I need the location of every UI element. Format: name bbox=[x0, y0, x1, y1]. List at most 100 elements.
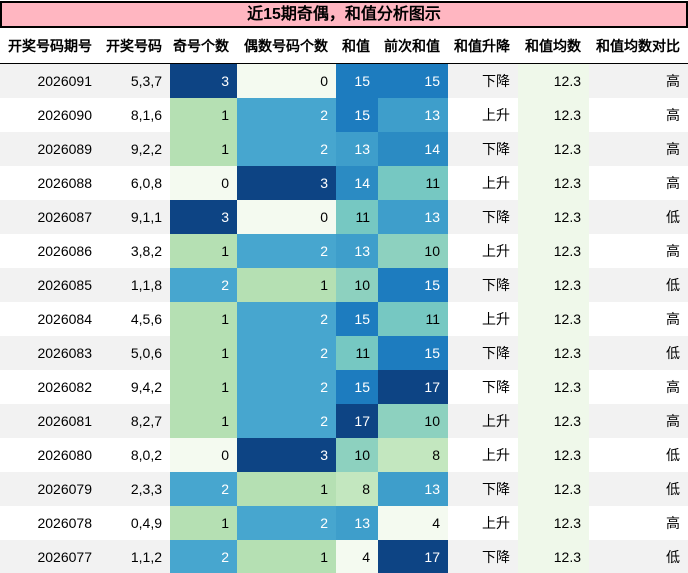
cell-avg: 12.3 bbox=[518, 438, 589, 472]
cell-period: 2026083 bbox=[0, 336, 100, 370]
cell-even-count: 2 bbox=[237, 132, 336, 166]
cell-odd-count: 0 bbox=[170, 438, 237, 472]
cell-numbers: 6,0,8 bbox=[130, 175, 162, 191]
cell-trend: 下降 bbox=[448, 200, 518, 234]
cell-period: 2026084 bbox=[37, 311, 92, 327]
cell-avg: 12.3 bbox=[518, 302, 589, 336]
analysis-table: 开奖号码期号 开奖号码 奇号个数 偶数号码个数 和值 前次和值 和值升降 和值均数 和值均数对比… bbox=[0, 28, 688, 573]
table-row: 2026084 4,5,6 1 2 15 11 上升 12.3 高 bbox=[0, 302, 688, 336]
column-header-4: 偶数号码个数 bbox=[237, 28, 336, 64]
cell-numbers: 8,0,2 bbox=[130, 447, 162, 463]
cell-avg: 12.3 bbox=[518, 98, 589, 132]
table-row: 2026086 3,8,2 1 2 13 10 上升 12.3 高 bbox=[0, 234, 688, 268]
cell-trend: 下降 bbox=[448, 268, 518, 302]
cell-numbers: 1,1,8 bbox=[100, 268, 170, 302]
cell-even-count: 1 bbox=[237, 472, 336, 506]
cell-avg: 12.3 bbox=[518, 132, 589, 166]
cell-numbers: 8,1,6 bbox=[130, 107, 162, 123]
cell-prev-sum: 15 bbox=[378, 336, 448, 370]
cell-odd-count: 1 bbox=[170, 506, 237, 540]
cell-sum: 17 bbox=[336, 404, 378, 438]
column-header-6: 前次和值 bbox=[378, 28, 448, 64]
cell-even-count: 3 bbox=[237, 438, 336, 472]
cell-numbers: 4,5,6 bbox=[130, 311, 162, 327]
column-header-9: 和值均数对比 bbox=[589, 28, 688, 64]
cell-sum: 10 bbox=[336, 438, 378, 472]
table-row: 2026091 5,3,7 3 0 15 15 下降 12.3 高 bbox=[0, 63, 688, 98]
cell-period: 2026078 bbox=[37, 515, 92, 531]
cell-trend: 下降 bbox=[448, 336, 518, 370]
cell-prev-sum: 15 bbox=[378, 268, 448, 302]
cell-prev-sum: 4 bbox=[378, 506, 448, 540]
cell-period: 2026082 bbox=[37, 379, 92, 395]
cell-prev-sum: 10 bbox=[378, 234, 448, 268]
cell-period: 2026085 bbox=[0, 268, 100, 302]
cell-even-count: 2 bbox=[237, 336, 336, 370]
cell-prev-sum: 13 bbox=[378, 472, 448, 506]
cell-sum: 15 bbox=[336, 302, 378, 336]
cell-avg-compare: 低 bbox=[589, 472, 688, 506]
cell-odd-count: 1 bbox=[170, 234, 237, 268]
table-row: 2026083 5,0,6 1 2 11 15 下降 12.3 低 bbox=[0, 336, 688, 370]
cell-trend: 上升 bbox=[482, 243, 510, 259]
cell-avg: 12.3 bbox=[518, 540, 589, 573]
cell-even-count: 2 bbox=[237, 370, 336, 404]
cell-prev-sum: 13 bbox=[378, 200, 448, 234]
column-header-8: 和值均数 bbox=[518, 28, 589, 64]
column-header-7: 和值升降 bbox=[448, 28, 518, 64]
cell-prev-sum: 13 bbox=[378, 98, 448, 132]
cell-avg-compare: 高 bbox=[666, 379, 680, 395]
cell-even-count: 2 bbox=[237, 506, 336, 540]
cell-trend: 上升 bbox=[482, 447, 510, 463]
cell-sum: 13 bbox=[336, 234, 378, 268]
cell-prev-sum: 10 bbox=[378, 404, 448, 438]
cell-numbers: 9,1,1 bbox=[100, 200, 170, 234]
cell-trend: 下降 bbox=[448, 472, 518, 506]
cell-odd-count: 2 bbox=[170, 472, 237, 506]
cell-odd-count: 1 bbox=[170, 370, 237, 404]
cell-even-count: 1 bbox=[237, 268, 336, 302]
table-row: 2026090 8,1,6 1 2 15 13 上升 12.3 高 bbox=[0, 98, 688, 132]
cell-prev-sum: 17 bbox=[378, 370, 448, 404]
cell-trend: 下降 bbox=[448, 63, 518, 98]
cell-avg: 12.3 bbox=[518, 234, 589, 268]
cell-numbers: 9,2,2 bbox=[100, 132, 170, 166]
cell-avg: 12.3 bbox=[518, 506, 589, 540]
cell-even-count: 1 bbox=[237, 540, 336, 573]
cell-sum: 8 bbox=[336, 472, 378, 506]
cell-avg: 12.3 bbox=[518, 472, 589, 506]
column-header-2: 开奖号码 bbox=[100, 28, 170, 64]
cell-period: 2026091 bbox=[0, 63, 100, 98]
cell-sum: 4 bbox=[336, 540, 378, 573]
table-row: 2026088 6,0,8 0 3 14 11 上升 12.3 高 bbox=[0, 166, 688, 200]
cell-sum: 13 bbox=[336, 506, 378, 540]
cell-even-count: 0 bbox=[237, 63, 336, 98]
cell-trend: 上升 bbox=[482, 107, 510, 123]
cell-avg: 12.3 bbox=[518, 166, 589, 200]
cell-even-count: 3 bbox=[237, 166, 336, 200]
cell-period: 2026081 bbox=[0, 404, 100, 438]
table-row: 2026085 1,1,8 2 1 10 15 下降 12.3 低 bbox=[0, 268, 688, 302]
page-title: 近15期奇偶，和值分析图示 bbox=[0, 1, 688, 28]
cell-numbers: 1,1,2 bbox=[100, 540, 170, 573]
cell-avg: 12.3 bbox=[518, 200, 589, 234]
cell-trend: 上升 bbox=[482, 175, 510, 191]
cell-avg-compare: 低 bbox=[666, 447, 680, 463]
cell-even-count: 2 bbox=[237, 98, 336, 132]
header-row: 开奖号码期号 开奖号码 奇号个数 偶数号码个数 和值 前次和值 和值升降 和值均数 和值均数对比 bbox=[0, 28, 688, 64]
cell-trend: 下降 bbox=[482, 379, 510, 395]
cell-trend: 上升 bbox=[482, 311, 510, 327]
cell-avg-compare: 低 bbox=[589, 540, 688, 573]
cell-odd-count: 1 bbox=[170, 302, 237, 336]
cell-numbers: 5,3,7 bbox=[100, 63, 170, 98]
cell-odd-count: 1 bbox=[170, 132, 237, 166]
cell-avg: 12.3 bbox=[518, 63, 589, 98]
cell-odd-count: 2 bbox=[170, 268, 237, 302]
cell-numbers: 9,4,2 bbox=[130, 379, 162, 395]
cell-sum: 10 bbox=[336, 268, 378, 302]
cell-odd-count: 0 bbox=[170, 166, 237, 200]
cell-trend: 上升 bbox=[448, 404, 518, 438]
cell-sum: 14 bbox=[336, 166, 378, 200]
cell-prev-sum: 17 bbox=[378, 540, 448, 573]
